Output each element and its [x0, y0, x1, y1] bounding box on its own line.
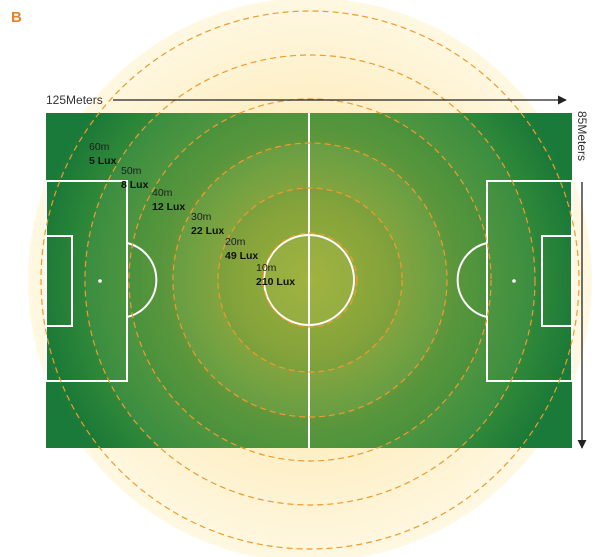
illuminance-rings [40, 10, 580, 550]
illuminance-ring [262, 232, 358, 328]
illuminance-ring [172, 142, 448, 418]
left-penalty-spot [98, 279, 102, 283]
pitch-width-label: 85Meters [575, 111, 589, 161]
ring-illuminance-label: 5 Lux [89, 155, 117, 167]
ring-distance-label: 40m [152, 187, 173, 199]
ring-distance-label: 20m [225, 236, 246, 248]
right-goal-area [541, 235, 573, 327]
center-circle [263, 234, 355, 326]
panel-label: B [11, 9, 22, 26]
left-goal-area [45, 235, 73, 327]
illuminance-ring [84, 54, 536, 506]
pitch-markings [45, 113, 573, 448]
illuminance-ring [40, 10, 580, 550]
pitch-length-label: 125Meters [46, 93, 103, 107]
ring-distance-label: 10m [256, 262, 277, 274]
illuminance-ring [128, 98, 492, 462]
left-penalty-arc [126, 242, 158, 318]
ring-labels: 10m 210 Lux 20m 49 Lux 30m 22 Lux 40m 12 Lux 50m… [89, 141, 295, 288]
ring-illuminance-label: 210 Lux [256, 276, 295, 288]
right-penalty-arc [456, 242, 488, 318]
ring-illuminance-label: 22 Lux [191, 225, 224, 237]
ring-illuminance-label: 8 Lux [121, 179, 149, 191]
ring-distance-label: 60m [89, 141, 110, 153]
right-penalty-spot [512, 279, 516, 283]
ring-illuminance-label: 49 Lux [225, 250, 258, 262]
ring-distance-label: 30m [191, 211, 212, 223]
ring-illuminance-label: 12 Lux [152, 201, 185, 213]
illuminance-ring [217, 187, 403, 373]
ring-distance-label: 50m [121, 165, 142, 177]
